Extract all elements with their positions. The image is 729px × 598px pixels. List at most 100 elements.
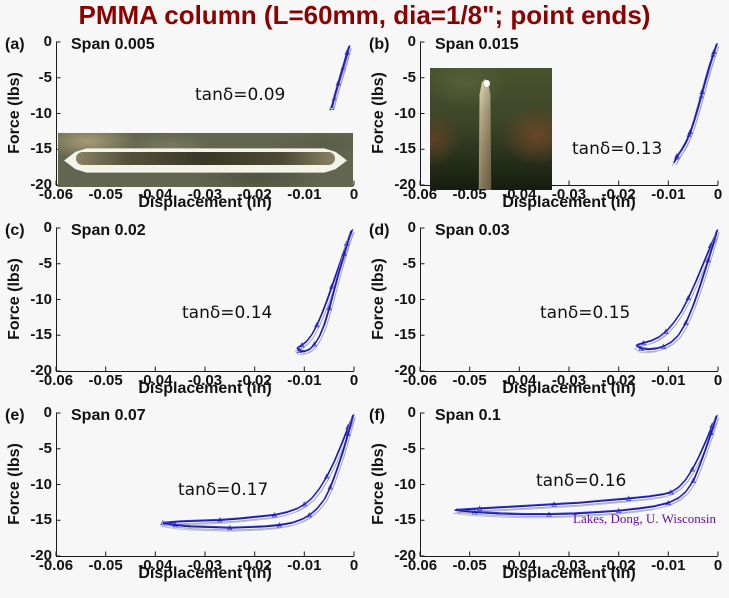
hysteresis-curve-ghost <box>295 233 350 352</box>
x-tick-label: -0.02 <box>601 186 636 203</box>
subplot-c: (c) Span 0.02 Force (lbs) Displacement (… <box>0 215 365 401</box>
tan-delta-annotation: tanδ=0.09 <box>195 85 286 105</box>
pmma-rod-tip-shape <box>478 79 492 190</box>
data-point-markers <box>328 49 350 110</box>
x-tick-label: -0.05 <box>88 186 123 203</box>
tan-delta-annotation: tanδ=0.14 <box>182 303 273 323</box>
y-tick-label: -15 <box>30 511 52 529</box>
hysteresis-curve-ghost <box>294 233 351 356</box>
data-point-markers <box>674 48 717 159</box>
subplot-e: (e) Span 0.07 Force (lbs) Displacement (… <box>0 400 365 586</box>
plot-area <box>55 412 356 557</box>
span-annotation: Span 0.005 <box>71 36 155 53</box>
x-tick-label: -0.05 <box>452 372 487 389</box>
data-point-markers <box>172 430 351 531</box>
x-tick-label: -0.03 <box>551 557 587 574</box>
x-tick-label: -0.03 <box>187 186 223 203</box>
y-tick-label: 0 <box>407 219 416 236</box>
hysteresis-curve <box>162 414 354 529</box>
x-tick-label: -0.02 <box>601 372 636 389</box>
y-tick-label: -10 <box>394 290 416 308</box>
data-point-markers <box>296 250 347 353</box>
x-tick-label: -0.06 <box>402 372 438 389</box>
y-tick-label: -15 <box>30 326 52 344</box>
x-axis-label: Displacement (in) <box>138 194 272 211</box>
hysteresis-curve-ghost <box>675 45 720 166</box>
pmma-rod-reflection <box>76 152 335 165</box>
x-tick-label: -0.06 <box>38 186 74 203</box>
y-tick-label: -10 <box>30 104 52 122</box>
y-tick-label: -10 <box>394 104 416 122</box>
hysteresis-curve <box>296 230 352 349</box>
figure-title: PMMA column (L=60mm, dia=1/8"; point end… <box>78 0 651 30</box>
x-tick-label: 0 <box>349 186 359 203</box>
panel-label-f: (f) <box>369 407 385 424</box>
tan-delta-annotation: tanδ=0.17 <box>178 480 269 500</box>
panel-label-c: (c) <box>5 222 25 239</box>
x-axis-label: Displacement (in) <box>502 565 636 582</box>
specimen-photo-rod-tip <box>430 68 552 190</box>
y-tick-label: 0 <box>43 33 52 50</box>
x-tick-label: -0.04 <box>138 186 173 203</box>
y-tick-label: -10 <box>394 475 416 493</box>
y-tick-label: -10 <box>30 290 52 308</box>
x-tick-label: -0.06 <box>38 557 74 574</box>
x-tick-label: -0.04 <box>138 372 173 389</box>
hysteresis-curve-ghost <box>634 233 716 354</box>
panel-label-d: (d) <box>369 222 390 239</box>
hysteresis-curve-ghost <box>161 418 352 532</box>
hysteresis-curve-ghost <box>333 48 352 110</box>
x-tick-label: -0.03 <box>551 372 587 389</box>
y-tick-label: -5 <box>38 439 52 457</box>
y-tick-label: -10 <box>30 475 52 493</box>
tan-delta-annotation: tanδ=0.13 <box>572 139 663 159</box>
y-tick-label: -15 <box>394 326 416 344</box>
y-tick-label: -15 <box>394 511 416 529</box>
hysteresis-curve-ghost <box>298 232 354 351</box>
hysteresis-curve <box>673 43 718 164</box>
x-tick-label: -0.04 <box>502 186 537 203</box>
x-tick-label: -0.06 <box>402 186 438 203</box>
y-tick-label: 0 <box>407 404 416 421</box>
subplot-d: (d) Span 0.03 Force (lbs) Displacement (… <box>364 215 729 401</box>
hysteresis-curve-ghost <box>456 417 720 517</box>
y-tick-label: -5 <box>38 68 52 86</box>
hysteresis-curve-cycle <box>163 413 355 523</box>
hysteresis-curve <box>635 229 718 351</box>
x-tick-label: -0.04 <box>138 557 173 574</box>
y-tick-label: -20 <box>30 176 52 193</box>
credit-text: Lakes, Dong, U. Wisconsin <box>573 511 716 526</box>
panel-label-a: (a) <box>5 36 25 53</box>
hysteresis-curve-ghost <box>164 416 356 526</box>
x-tick-label: -0.02 <box>237 557 272 574</box>
y-tick-label: 0 <box>407 33 416 50</box>
y-tick-label: -20 <box>394 176 416 193</box>
data-point-markers <box>638 256 711 351</box>
span-annotation: Span 0.015 <box>435 36 519 53</box>
x-tick-label: -0.01 <box>651 372 686 389</box>
y-tick-label: -15 <box>30 140 52 158</box>
y-tick-label: 0 <box>43 404 52 421</box>
x-axis-label: Displacement (in) <box>138 380 272 397</box>
x-tick-label: -0.03 <box>551 186 587 203</box>
x-tick-label: -0.01 <box>651 186 686 203</box>
hysteresis-curve-ghost <box>638 233 720 348</box>
hysteresis-curve <box>635 231 718 346</box>
hysteresis-curve <box>162 414 354 524</box>
x-tick-label: -0.02 <box>237 372 272 389</box>
data-point-markers <box>640 242 714 346</box>
x-tick-label: -0.04 <box>502 557 537 574</box>
tan-delta-annotation: tanδ=0.15 <box>540 303 631 323</box>
x-tick-label: -0.01 <box>287 372 322 389</box>
hysteresis-curve <box>331 46 350 108</box>
plot-area <box>419 41 720 186</box>
x-tick-label: -0.02 <box>237 186 272 203</box>
hysteresis-curve-cycle <box>636 228 719 350</box>
span-annotation: Span 0.1 <box>435 407 501 424</box>
x-tick-label: -0.05 <box>452 186 487 203</box>
hysteresis-curve <box>296 229 353 353</box>
y-tick-label: -5 <box>38 254 52 272</box>
x-tick-label: -0.01 <box>287 186 322 203</box>
pmma-rod-shape <box>64 148 347 173</box>
x-tick-label: 0 <box>713 186 723 203</box>
